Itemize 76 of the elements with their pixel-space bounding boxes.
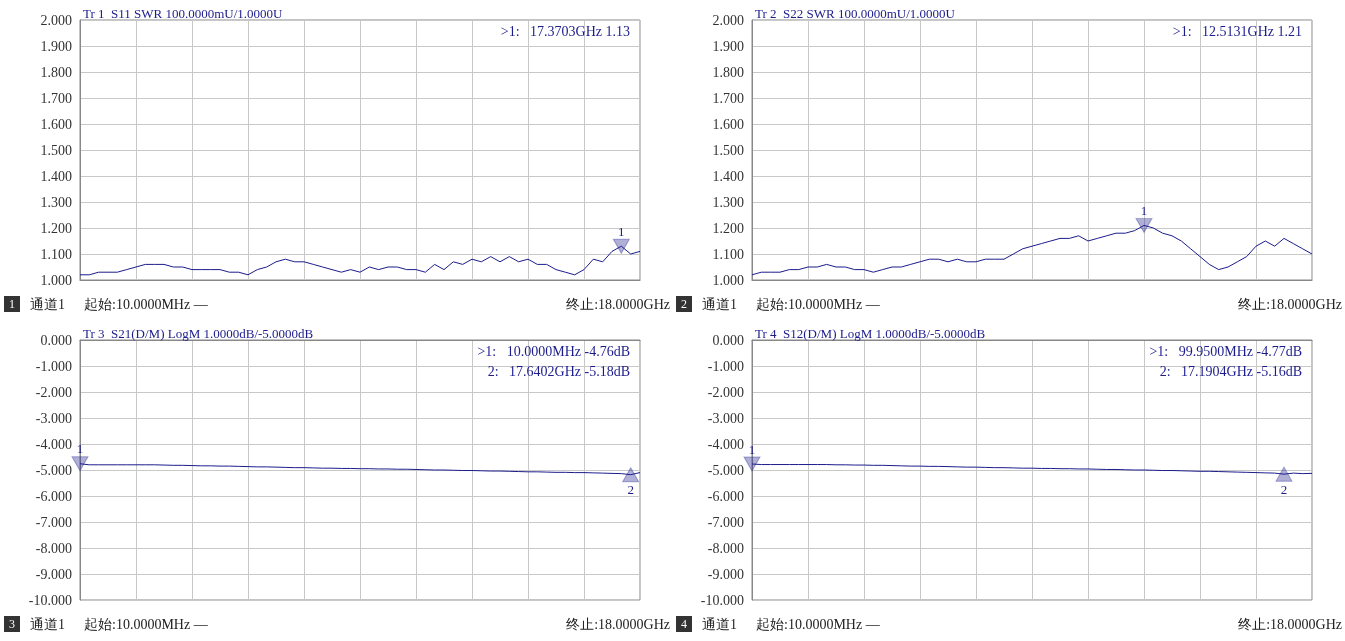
y-tick-label: -3.000: [707, 410, 744, 426]
y-tick-label: 1.100: [40, 246, 72, 262]
y-tick-label: 2.000: [40, 12, 72, 28]
y-tick-label: 1.500: [40, 142, 72, 158]
y-tick-label: -5.000: [35, 462, 72, 478]
y-tick-label: -10.000: [700, 592, 744, 608]
y-tick-label: 1.300: [40, 194, 72, 210]
series-label: 1: [76, 441, 84, 457]
text: 起始:10.0000MHz —: [756, 296, 880, 314]
text: 1: [4, 296, 20, 312]
y-tick-label: -8.000: [707, 540, 744, 556]
y-tick-label: 1.600: [40, 116, 72, 132]
y-tick-label: 1.700: [40, 90, 72, 106]
series-label: 2: [627, 482, 634, 498]
y-tick-label: 1.800: [40, 64, 72, 80]
y-tick-label: 2.000: [712, 12, 744, 28]
series-label: 1: [748, 441, 756, 457]
text: 2: [676, 296, 692, 312]
text: 起始:10.0000MHz —: [84, 616, 208, 634]
text: 通道1: [30, 296, 65, 314]
y-tick-label: 1.400: [40, 168, 72, 184]
text: 3: [4, 616, 20, 632]
y-tick-label: 1.300: [712, 194, 744, 210]
y-tick-label: 1.600: [712, 116, 744, 132]
annotation: >1: 12.5131GHz 1.21: [1172, 24, 1302, 40]
annotation: >1: 10.0000MHz -4.76dB: [477, 344, 630, 360]
y-tick-label: -2.000: [707, 384, 744, 400]
text: 起始:10.0000MHz —: [84, 296, 208, 314]
annotation: 2: 17.1904GHz -5.16dB: [1159, 364, 1302, 380]
text: 通道1: [30, 616, 65, 634]
y-tick-label: -1.000: [707, 358, 744, 374]
y-tick-label: 1.900: [712, 38, 744, 54]
y-tick-label: -7.000: [707, 514, 744, 530]
text: 终止:18.0000GHz: [1238, 296, 1342, 314]
text: 终止:18.0000GHz: [1238, 616, 1342, 634]
y-tick-label: -6.000: [35, 488, 72, 504]
text: 4: [676, 616, 692, 632]
y-tick-label: 1.200: [712, 220, 744, 236]
annotation: >1: 99.9500MHz -4.77dB: [1149, 344, 1302, 360]
y-tick-label: -4.000: [35, 436, 72, 452]
annotation: 2: 17.6402GHz -5.18dB: [487, 364, 630, 380]
chart-title: Tr 1 S11 SWR 100.0000mU/1.0000U: [83, 6, 284, 21]
y-tick-label: 1.800: [712, 64, 744, 80]
y-tick-label: -6.000: [707, 488, 744, 504]
text: 终止:18.0000GHz: [566, 616, 670, 634]
series-label: 1: [1140, 202, 1148, 218]
y-tick-label: 1.100: [712, 246, 744, 262]
y-tick-label: -9.000: [707, 566, 744, 582]
y-tick-label: 0.000: [712, 332, 744, 348]
chart-title: Tr 4 S12(D/M) LogM 1.0000dB/-5.0000dB: [755, 326, 986, 341]
y-tick-label: -2.000: [35, 384, 72, 400]
y-tick-label: -8.000: [35, 540, 72, 556]
y-tick-label: 1.000: [40, 272, 72, 288]
chart-title: Tr 3 S21(D/M) LogM 1.0000dB/-5.0000dB: [83, 326, 314, 341]
chart-title: Tr 2 S22 SWR 100.0000mU/1.0000U: [755, 6, 956, 21]
y-tick-label: -10.000: [28, 592, 72, 608]
y-tick-label: -4.000: [707, 436, 744, 452]
y-tick-label: -7.000: [35, 514, 72, 530]
text: 起始:10.0000MHz —: [756, 616, 880, 634]
y-tick-label: 1.700: [712, 90, 744, 106]
series-label: 2: [1280, 481, 1288, 497]
series-label: 1: [618, 223, 625, 239]
y-tick-label: -5.000: [707, 462, 744, 478]
y-tick-label: 1.200: [40, 220, 72, 236]
y-tick-label: 0.000: [40, 332, 72, 348]
text: 通道1: [702, 616, 737, 634]
y-tick-label: 1.400: [712, 168, 744, 184]
text: 终止:18.0000GHz: [566, 296, 670, 314]
y-tick-label: -9.000: [35, 566, 72, 582]
y-tick-label: 1.000: [712, 272, 744, 288]
y-tick-label: 1.500: [712, 142, 744, 158]
y-tick-label: 1.900: [40, 38, 72, 54]
annotation: >1: 17.3703GHz 1.13: [500, 24, 630, 40]
text: 通道1: [702, 296, 737, 314]
y-tick-label: -3.000: [35, 410, 72, 426]
y-tick-label: -1.000: [35, 358, 72, 374]
